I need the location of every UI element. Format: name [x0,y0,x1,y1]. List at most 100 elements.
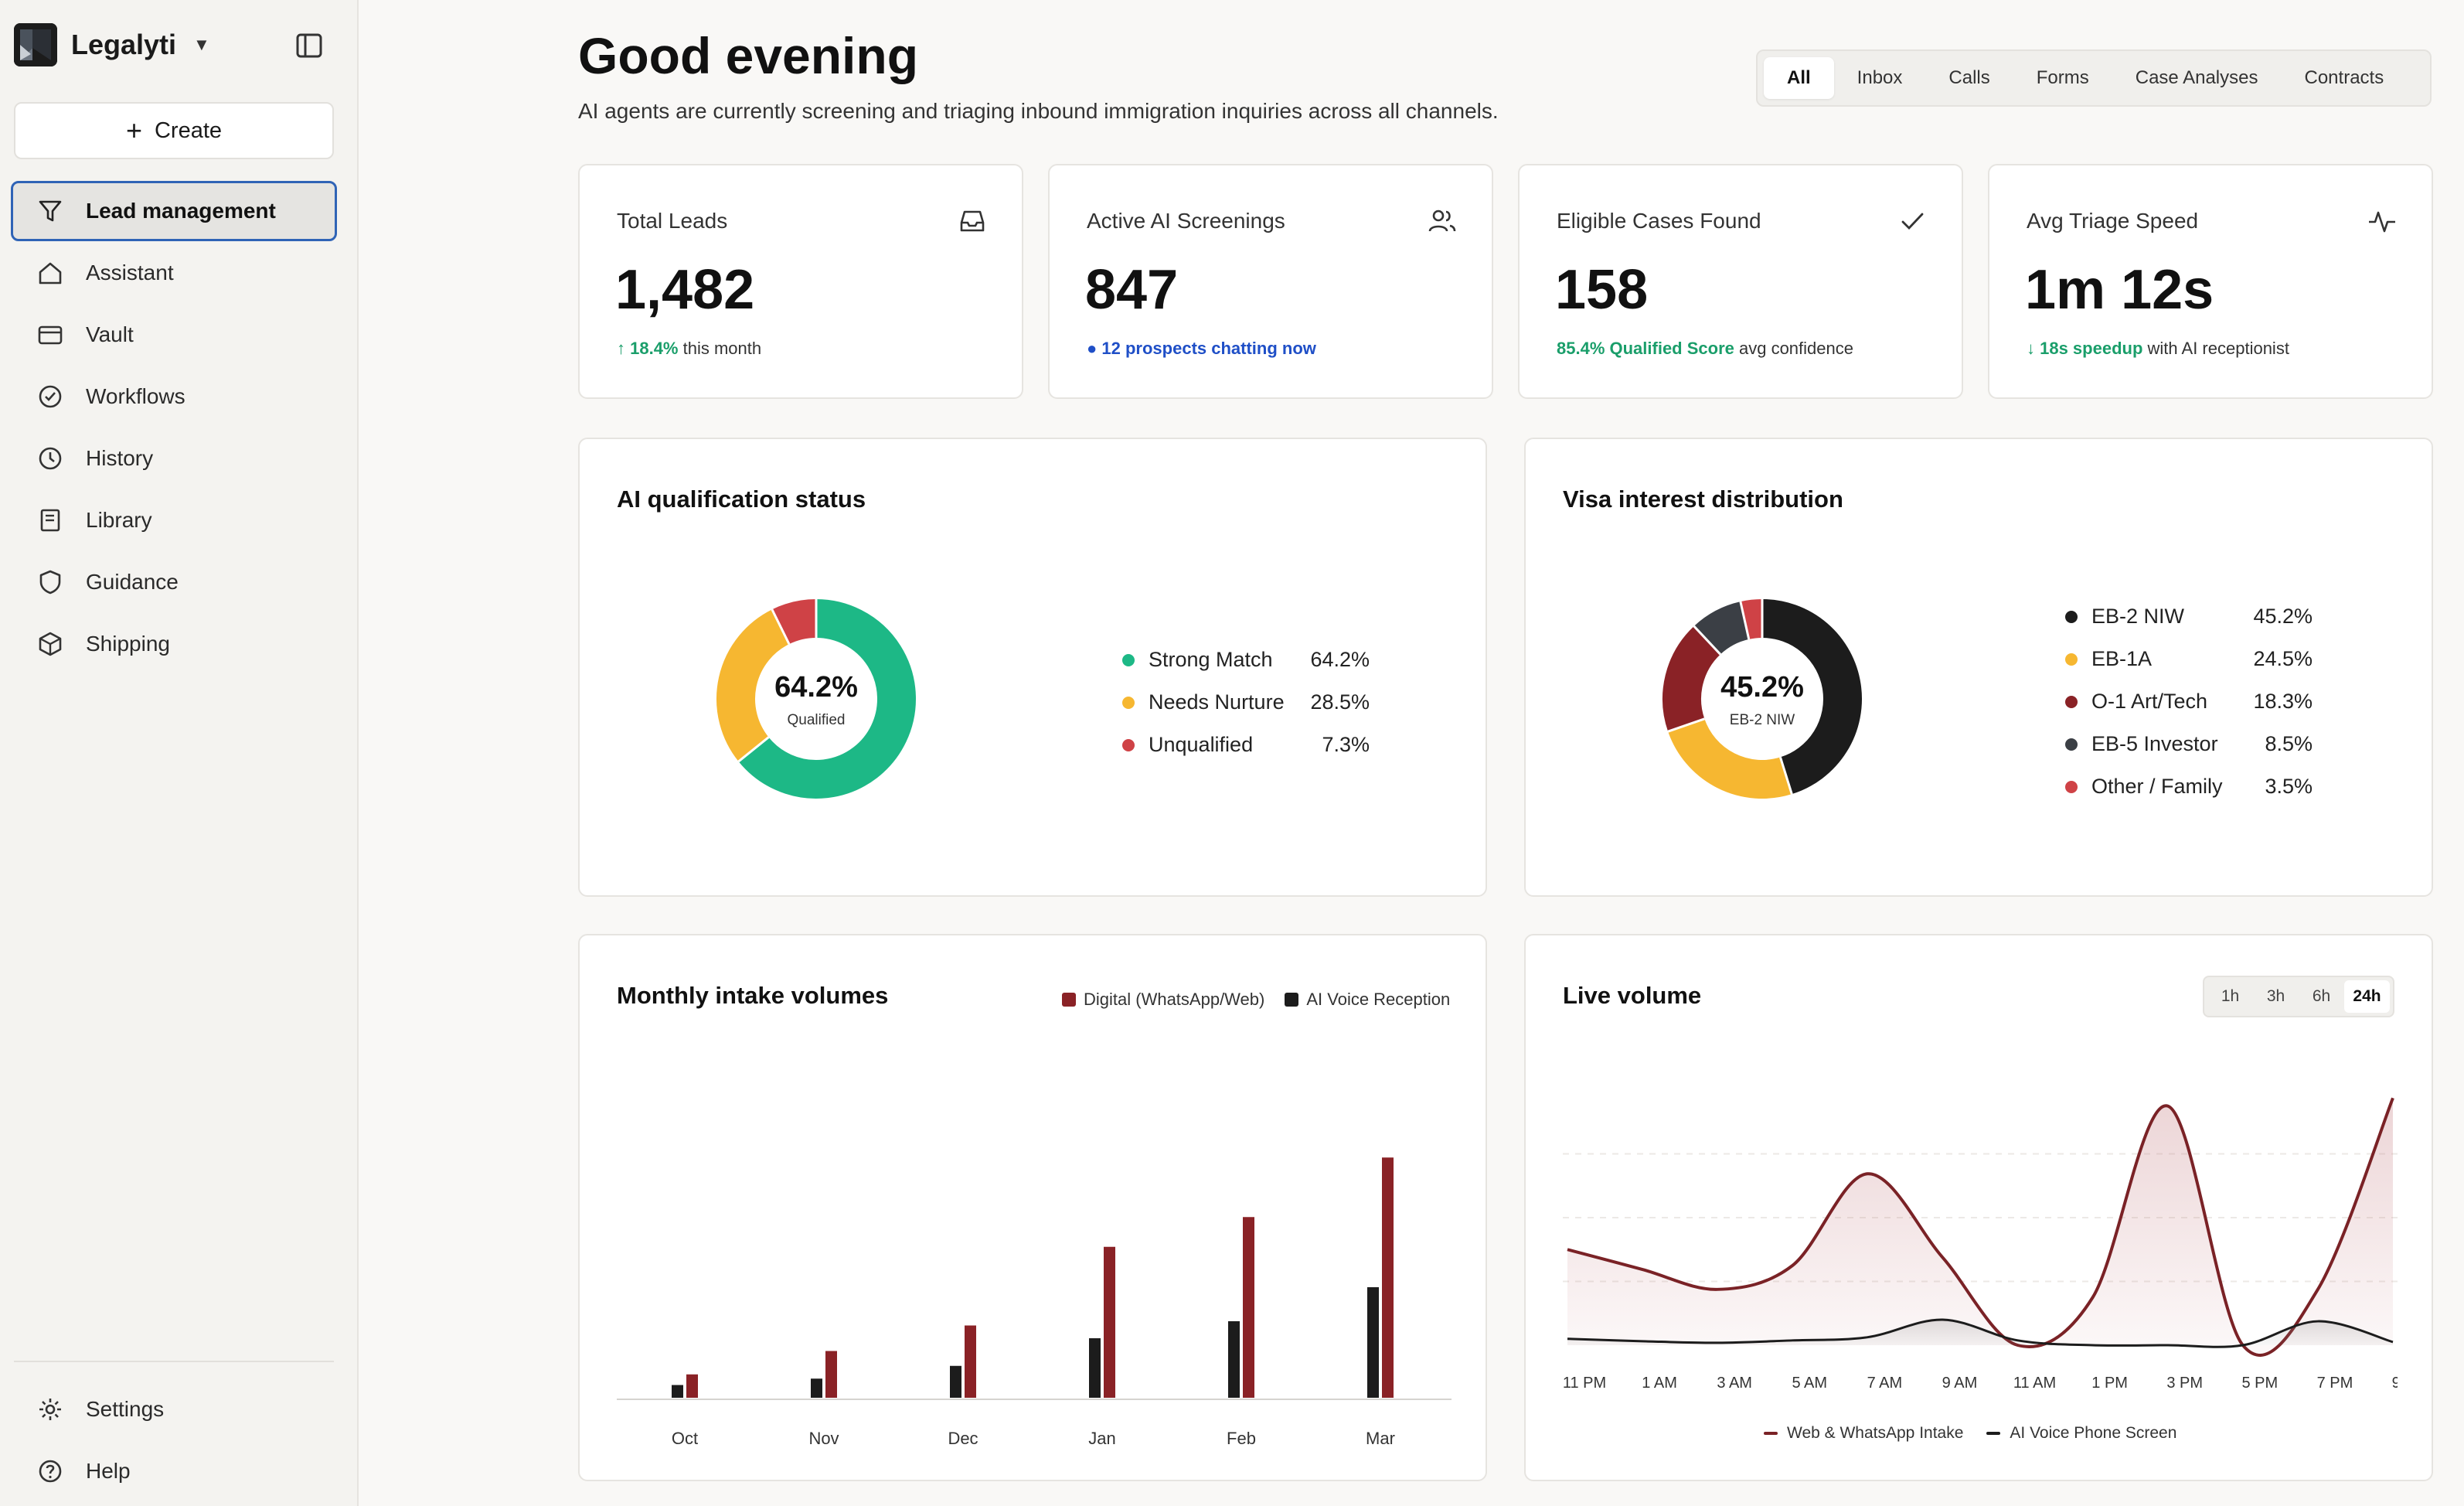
legend-line [1764,1432,1778,1435]
donut-slice-needs-nurture [716,609,790,762]
sidebar-nav: Lead management Assistant Vault Workflow… [11,181,337,676]
live-legend: Web & WhatsApp Intake AI Voice Phone Scr… [1764,1424,2176,1443]
live-volume-card: Live volume 1h 3h 6h 24h 11 PM 1 AM 3 AM 5 … [1524,934,2433,1481]
donut-separator [737,736,770,763]
sidebar-item-label: Assistant [86,261,174,285]
plus-icon: + [125,114,142,146]
sidebar-item-label: Settings [86,1397,165,1421]
donut-slice-eb-1a [1668,718,1792,799]
range-24h[interactable]: 24h [2344,980,2390,1013]
x-tick-label: 11 AM [2013,1375,2056,1392]
users-icon [1427,206,1458,237]
legend-item: EB-2 NIW 45.2% [2065,605,2313,629]
x-tick-label: 9 AM [1942,1375,1978,1392]
sidebar-item-shipping[interactable]: Shipping [11,614,337,674]
legend-value: 3.5% [2265,775,2313,798]
sidebar-item-vault[interactable]: Vault [11,305,337,365]
legend-label: AI Voice Phone Screen [2010,1424,2177,1442]
bar-feb-digital [1243,1217,1254,1398]
legend-value: 7.3% [1322,733,1370,756]
x-tick-label: 7 AM [1867,1375,1903,1392]
bar-legend: Digital (WhatsApp/Web) AI Voice Receptio… [1062,990,1450,1010]
x-tick-label: 5 AM [1792,1375,1827,1392]
help-icon [36,1457,64,1485]
legend-dot [2065,780,2078,793]
qualification-donut-chart [716,599,916,799]
legend-value: 24.5% [2253,647,2313,670]
shield-icon [36,568,64,596]
x-tick-label: Feb [1227,1429,1256,1446]
x-tick-label: 1 PM [2091,1375,2128,1392]
stat-card-active-screenings: Active AI Screenings 847 ● 12 prospects … [1048,164,1493,399]
sidebar-toggle-icon[interactable] [295,32,323,59]
sidebar-item-guidance[interactable]: Guidance [11,552,337,612]
legend-value: 45.2% [2253,605,2313,628]
sidebar-item-settings[interactable]: Settings [11,1379,337,1440]
bar-nov-voice [811,1378,822,1398]
tab-forms[interactable]: Forms [2036,67,2089,88]
range-1h[interactable]: 1h [2221,987,2240,1005]
legend-swatch [1285,993,1299,1007]
area-fill-web-whatsapp [1567,1098,2393,1355]
tab-contracts[interactable]: Contracts [2304,67,2384,88]
bar-jan-digital [1104,1246,1115,1398]
clock-icon [36,445,64,472]
stat-label: Active AI Screenings [1087,209,1285,233]
bar-oct-digital [686,1374,698,1398]
gear-icon [36,1395,64,1423]
sidebar-item-history[interactable]: History [11,428,337,489]
page-subtitle: AI agents are currently screening and tr… [578,99,1499,123]
bar-mar-digital [1382,1157,1394,1398]
sidebar-item-label: Shipping [86,632,170,656]
tab-all[interactable]: All [1764,57,1834,99]
legend-value: 18.3% [2253,690,2313,713]
range-3h[interactable]: 3h [2266,987,2285,1005]
sidebar-item-lead-management[interactable]: Lead management [11,181,337,241]
tab-calls[interactable]: Calls [1948,67,1990,88]
legend-label: Strong Match [1149,648,1273,671]
donut-slice-o-1-art-tech [1663,625,1721,732]
stat-value: 1m 12s [2025,259,2214,321]
bar-dec-digital [965,1325,976,1398]
donut-slice-strong-match [738,599,916,799]
stat-value: 1,482 [615,259,755,321]
legend-label: Other / Family [2091,775,2223,798]
legend-item: EB-5 Investor 8.5% [2065,732,2313,756]
sidebar-item-label: Vault [86,322,134,346]
legend-value: 8.5% [2265,732,2313,755]
legend-dot [2065,695,2078,708]
legend-dot [2065,610,2078,623]
sidebar-item-label: History [86,446,154,470]
donut-separator [1779,756,1793,795]
x-tick-label: 11 PM [1563,1375,1606,1392]
legend-label: O-1 Art/Tech [2091,690,2208,713]
donut-separator [1667,717,1705,733]
sidebar-item-help[interactable]: Help [11,1441,337,1501]
box-icon [36,630,64,658]
donut-slice-eb-2-niw [1761,599,1862,795]
sidebar-item-library[interactable]: Library [11,490,337,550]
legend-item: O-1 Art/Tech 18.3% [2065,690,2313,714]
x-tick-label: Oct [672,1429,698,1446]
x-tick-label: 9 PM [2392,1375,2398,1392]
legend-label: EB-2 NIW [2091,605,2185,628]
sidebar-item-workflows[interactable]: Workflows [11,366,337,427]
live-volume-area-chart: 11 PM 1 AM 3 AM 5 AM 7 AM 9 AM 11 AM 1 PM 3 PM 5 … [1563,1097,2398,1392]
x-tick-label: 5 PM [2241,1375,2278,1392]
donut-slice-other-family [1740,599,1763,640]
create-button-label: Create [154,118,223,143]
create-button[interactable]: + Create [14,102,334,159]
sidebar-item-assistant[interactable]: Assistant [11,243,337,303]
x-tick-label: 7 PM [2317,1375,2353,1392]
legend-label: Needs Nurture [1149,690,1285,714]
workspace-switcher[interactable]: Legalyti ▼ [14,23,210,66]
page-title: Good evening [578,27,919,84]
x-tick-label: Nov [808,1429,839,1446]
range-6h[interactable]: 6h [2312,987,2331,1005]
stat-label: Eligible Cases Found [1557,209,1761,233]
tab-case-analyses[interactable]: Case Analyses [2135,67,2258,88]
tab-inbox[interactable]: Inbox [1857,67,1903,88]
legend-label: EB-1A [2091,647,2153,670]
stat-card-total-leads: Total Leads 1,482 ↑ 18.4% this month [578,164,1023,399]
legend-label: AI Voice Reception [1306,990,1451,1009]
